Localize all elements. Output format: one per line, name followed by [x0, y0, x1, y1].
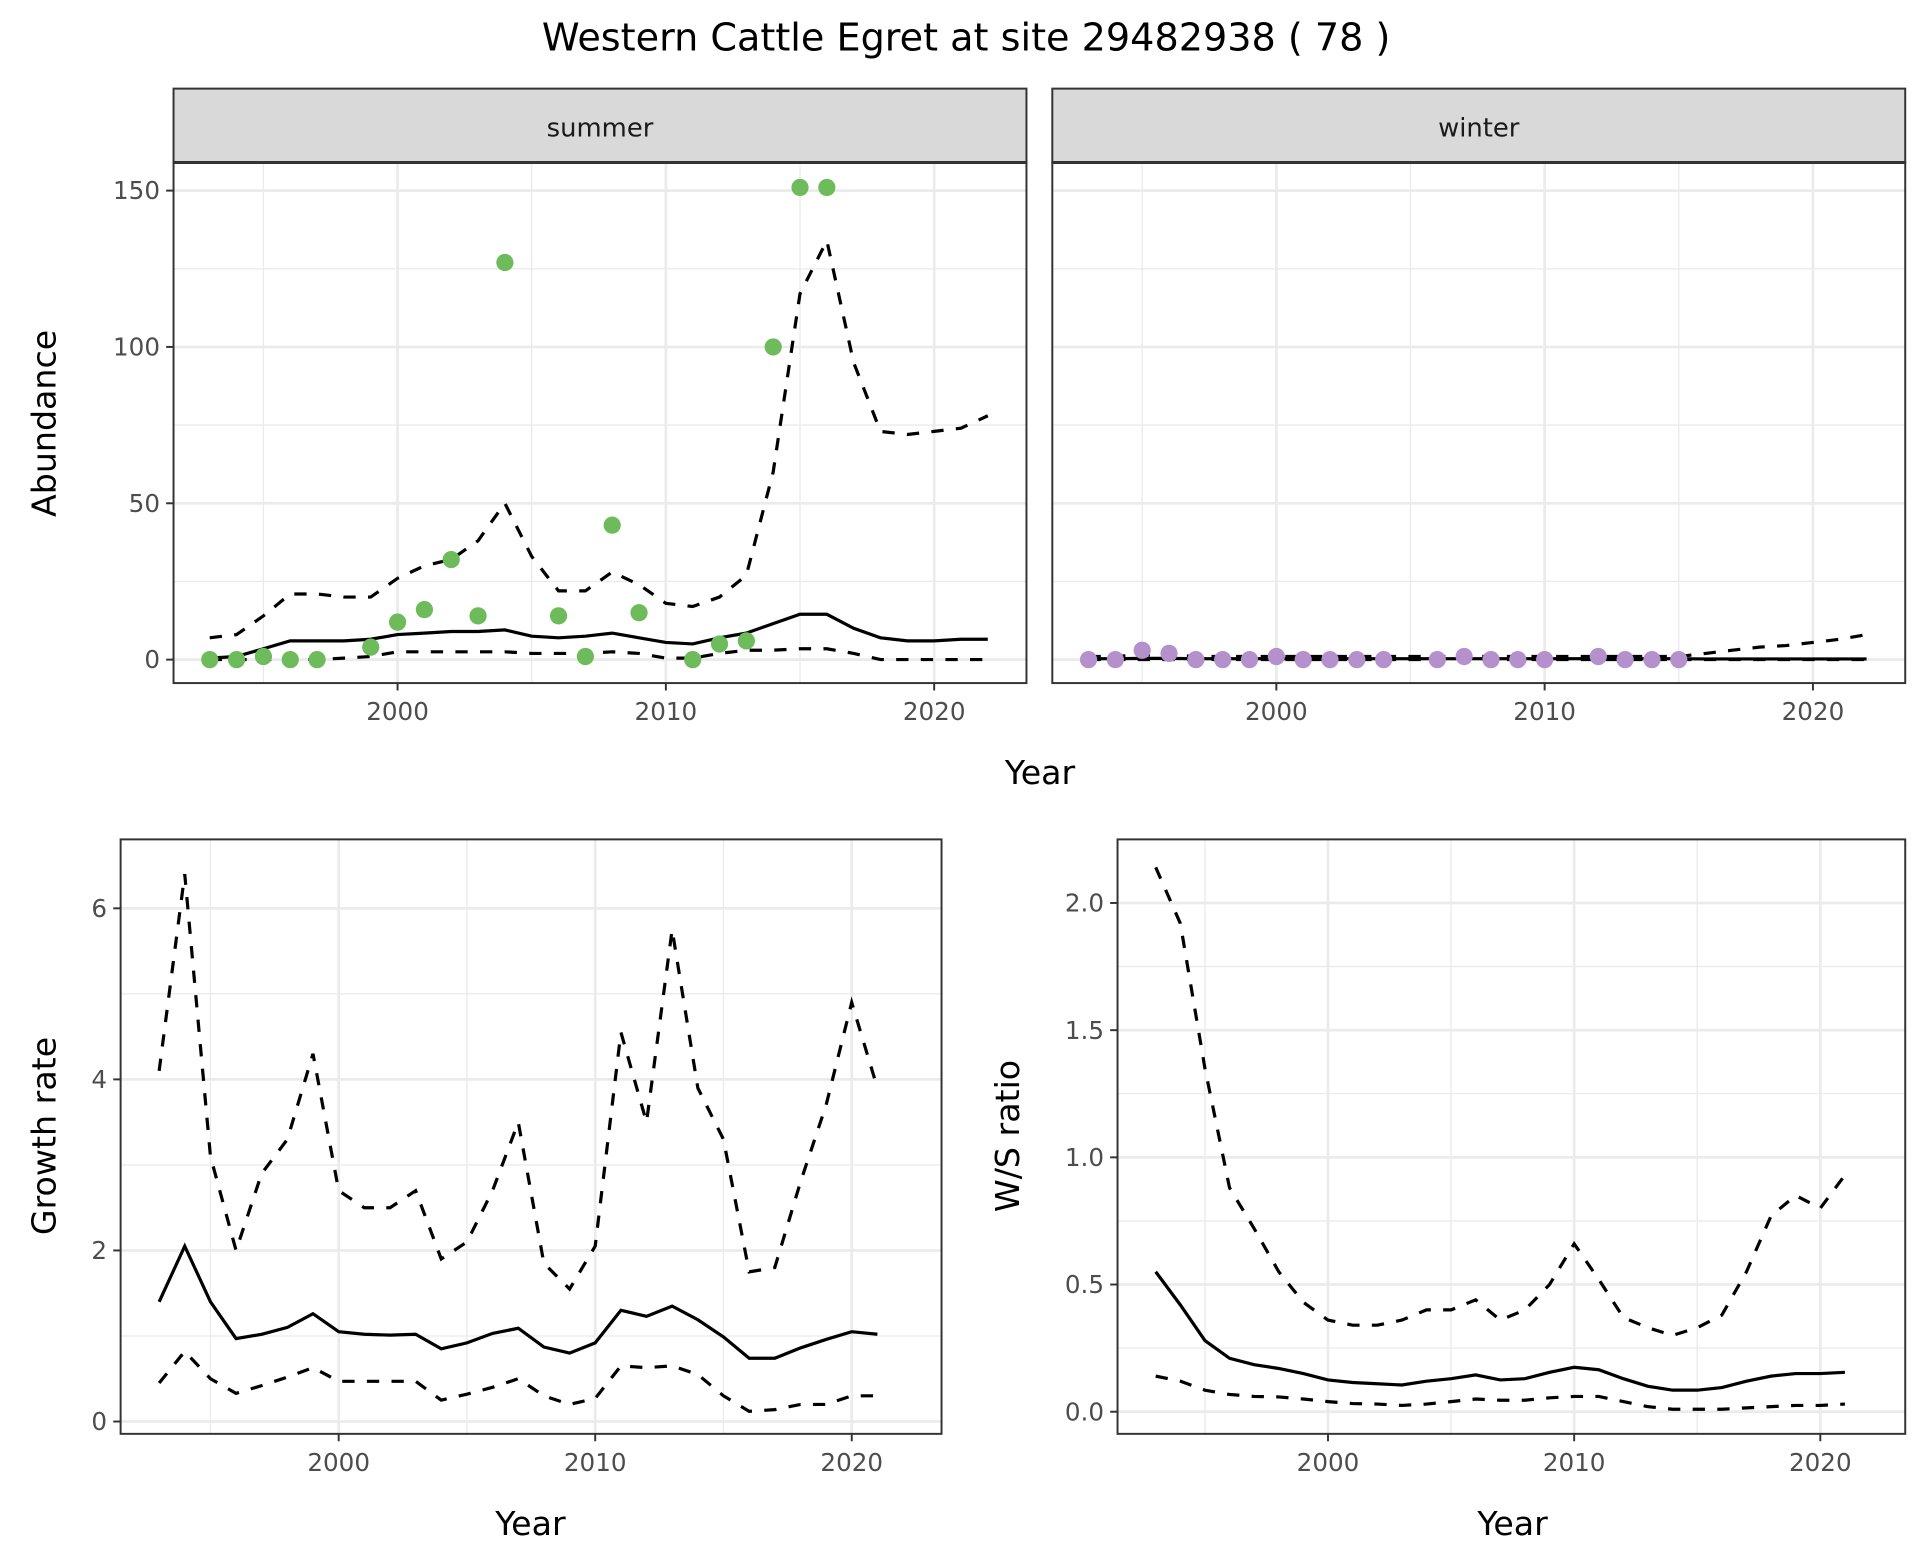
upper-bound-line	[157, 873, 879, 1292]
x-axis-label-ratio: Year	[1476, 1504, 1548, 1543]
data-point	[388, 613, 407, 631]
y-tick-label: 50	[129, 489, 160, 518]
y-tick-label: 2	[91, 1236, 107, 1265]
lower-bound-line	[209, 647, 988, 662]
x-axis-label-top: Year	[1004, 753, 1076, 792]
x-tick-label: 2000	[366, 697, 429, 726]
panel-border	[1116, 838, 1907, 1435]
data-point	[1294, 651, 1312, 669]
data-point	[1616, 651, 1634, 669]
x-tick-label: 2020	[1782, 697, 1845, 726]
data-point	[308, 651, 326, 669]
panel-growth-rate: 2000 2010 2020 0 2 4 6	[91, 838, 943, 1477]
data-point	[469, 607, 487, 625]
data-point	[281, 651, 299, 669]
y-tick-label: 2.0	[1065, 889, 1104, 918]
data-point	[1482, 651, 1500, 669]
x-tick-label: 2000	[307, 1448, 370, 1477]
data-point	[818, 178, 836, 197]
data-point	[227, 651, 246, 669]
mean-line	[157, 1242, 878, 1360]
y-tick-label: 0.5	[1065, 1270, 1104, 1299]
data-point	[764, 338, 782, 356]
x-tick-label: 2020	[1789, 1448, 1852, 1477]
data-point	[442, 550, 460, 569]
data-point	[576, 647, 594, 666]
y-tick-label: 0.0	[1065, 1397, 1104, 1426]
mean-line	[1154, 1270, 1846, 1392]
data-point	[737, 632, 755, 650]
data-point	[1214, 651, 1232, 669]
data-point	[1187, 651, 1205, 669]
data-point	[1428, 651, 1446, 669]
y-axis-label-growth: Growth rate	[24, 1037, 63, 1235]
facet-strip	[1051, 87, 1907, 164]
data-point	[1375, 651, 1393, 669]
data-point	[710, 635, 729, 653]
data-point	[1509, 651, 1527, 669]
x-tick-label: 2010	[1543, 1448, 1606, 1477]
data-point	[1321, 651, 1339, 669]
y-tick-label: 1.0	[1065, 1143, 1104, 1172]
data-point	[684, 651, 702, 669]
data-point	[1455, 647, 1473, 666]
strip-label-summer: summer	[547, 114, 654, 144]
chart-title: Western Cattle Egret at site 29482938 ( …	[542, 15, 1391, 59]
x-tick-label: 2000	[1245, 697, 1308, 726]
data-point	[1079, 651, 1098, 669]
data-point	[1670, 651, 1688, 669]
mean-line	[209, 612, 988, 660]
data-point	[1589, 647, 1607, 666]
y-tick-label: 1.5	[1065, 1016, 1104, 1045]
data-point	[630, 604, 648, 622]
y-tick-label: 0	[144, 645, 160, 674]
x-tick-label: 2020	[903, 697, 966, 726]
data-point	[1536, 651, 1554, 669]
data-point	[603, 516, 621, 534]
panel-border	[119, 838, 943, 1435]
y-tick-label: 0	[91, 1407, 107, 1436]
data-point	[1133, 641, 1151, 659]
mean-line	[1088, 656, 1867, 661]
y-axis-label-ratio: W/S ratio	[988, 1060, 1027, 1212]
data-point	[201, 651, 219, 669]
data-point	[791, 178, 809, 197]
data-point	[1348, 651, 1366, 669]
y-tick-label: 6	[91, 894, 107, 923]
lower-bound-line	[157, 1348, 878, 1413]
data-point	[1643, 651, 1661, 669]
data-point	[1240, 651, 1259, 669]
y-tick-label: 100	[113, 333, 160, 362]
plot-background	[1052, 162, 1906, 684]
plot-background	[1117, 839, 1906, 1434]
x-tick-label: 2010	[1513, 697, 1576, 726]
panel-ws-ratio: 2000 2010 2020 0.0 0.5 1.0 1.5 2.0	[1065, 838, 1907, 1477]
y-tick-label: 150	[113, 176, 160, 205]
x-tick-label: 2000	[1297, 1448, 1360, 1477]
plot-background	[173, 162, 1027, 684]
lower-bound-line	[1155, 1374, 1846, 1411]
data-point	[1267, 647, 1285, 666]
plot-background	[120, 839, 942, 1434]
x-axis-label-growth: Year	[494, 1504, 566, 1543]
data-point	[362, 638, 380, 656]
panel-winter: 2000 2010 2020	[1051, 87, 1907, 726]
x-tick-label: 2020	[820, 1448, 883, 1477]
data-point	[254, 647, 273, 666]
y-axis-label-abundance: Abundance	[24, 330, 63, 517]
data-point	[415, 600, 434, 619]
x-tick-label: 2010	[564, 1448, 627, 1477]
facet-strip	[172, 87, 1028, 164]
data-point	[549, 607, 568, 625]
upper-bound-line	[209, 235, 989, 640]
data-point	[1106, 651, 1124, 669]
data-point	[1160, 644, 1178, 662]
panel-summer: 2000 2010 2020 0 50 100 150	[113, 87, 1028, 726]
data-point	[496, 253, 514, 272]
strip-label-winter: winter	[1438, 114, 1520, 144]
x-tick-label: 2010	[635, 697, 698, 726]
y-tick-label: 4	[91, 1065, 107, 1094]
